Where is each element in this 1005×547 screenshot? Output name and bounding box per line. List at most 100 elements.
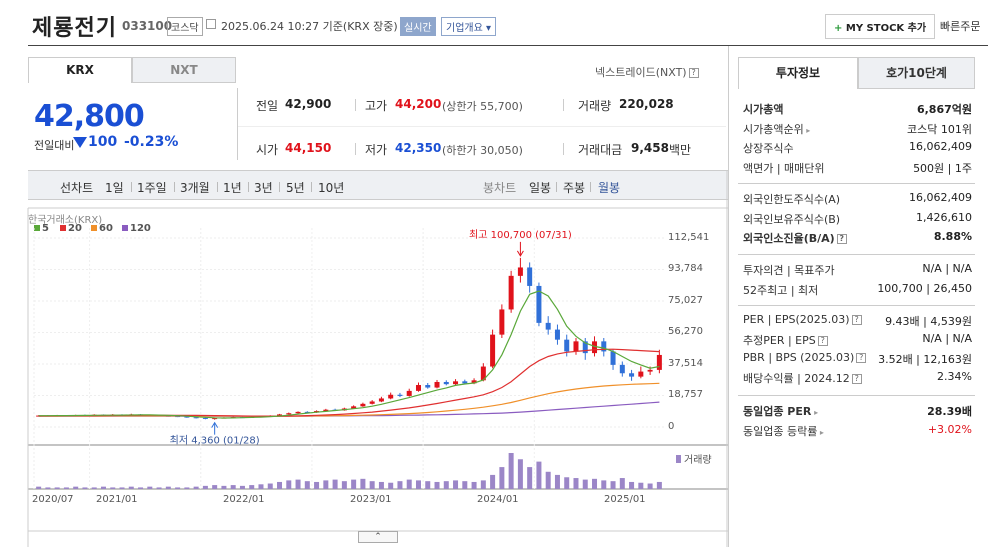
info-value: 코스닥 101위 (907, 122, 972, 136)
info-label-text: 배당수익률 | 2024.12 (743, 372, 850, 385)
nxt-help-link[interactable]: 넥스트레이드(NXT)? (595, 64, 699, 80)
volume-bar (82, 487, 88, 489)
period-1w[interactable]: 1주일 (137, 181, 167, 195)
mystock-label: MY STOCK 추가 (845, 23, 927, 34)
candle-chart-button[interactable]: 봉차트 (483, 181, 517, 195)
candle-body (184, 416, 190, 418)
info-label[interactable]: 동일업종 등락률 ▸ (743, 423, 824, 439)
header-divider (28, 45, 988, 46)
info-label[interactable]: 추정PER | EPS? (743, 332, 828, 348)
nxt-note-label: 넥스트레이드(NXT) (595, 66, 687, 79)
mystock-add-button[interactable]: + MY STOCK 추가 (825, 14, 936, 39)
help-icon: ? (836, 234, 847, 244)
info-value: 28.39배 (927, 405, 972, 418)
info-label[interactable]: 배당수익률 | 2024.12? (743, 370, 862, 386)
period-3m[interactable]: 3개월 (180, 181, 210, 195)
info-label-text: 추정PER | EPS (743, 334, 816, 347)
info-value: 16,062,409 (909, 191, 972, 204)
volume-bar (610, 481, 616, 489)
candle-body (527, 267, 533, 286)
info-label-text: 시가총액 (743, 103, 784, 116)
stat-sep (355, 99, 356, 111)
volume-bar (332, 479, 338, 489)
info-label-text: 동일업종 PER (743, 405, 812, 418)
x-tick: 2023/01 (350, 494, 392, 505)
period-1y[interactable]: 1년 (223, 181, 242, 195)
x-tick: 2020/07 (32, 494, 74, 505)
volume-value: 220,028 (619, 97, 674, 111)
candle-body (360, 403, 366, 407)
stock-name: 제룡전기 (32, 16, 117, 41)
calendar-icon (206, 19, 216, 29)
tab-order-book[interactable]: 호가10단계 (858, 57, 975, 89)
investment-info-panel (728, 46, 1005, 547)
info-label[interactable]: 외국인소진율(B/A)? (743, 230, 847, 246)
volume-bar (545, 471, 551, 489)
period-3y[interactable]: 3년 (254, 181, 273, 195)
volume-bar (193, 486, 199, 489)
volume-bar (499, 467, 505, 489)
x-tick: 2025/01 (604, 494, 646, 505)
candle-body (536, 285, 542, 323)
volume-bar (295, 479, 301, 489)
legend-swatch (34, 225, 40, 231)
info-value: 2.34% (937, 370, 972, 383)
volume-bar (119, 487, 125, 489)
tab-krx[interactable]: KRX (28, 57, 132, 83)
volume-legend-swatch (676, 455, 681, 463)
candle-body (564, 339, 570, 352)
candle-monthly[interactable]: 월봉 (598, 181, 621, 195)
toolbar-sep (279, 182, 280, 192)
volume-bar (138, 487, 144, 489)
info-label[interactable]: PER | EPS(2025.03)? (743, 313, 862, 326)
candle-body (434, 381, 440, 388)
info-label-text: 동일업종 등락률 (743, 425, 818, 438)
legend-ma60: 60 (91, 223, 113, 234)
change-label: 전일대비 (34, 139, 75, 152)
candle-body (601, 341, 607, 352)
plus-icon: + (834, 23, 843, 34)
volume-bar (156, 487, 162, 489)
candle-body (573, 341, 579, 352)
chart-collapse-button[interactable]: ⌃ (358, 531, 398, 543)
tab-investment-info[interactable]: 투자정보 (738, 57, 858, 89)
info-label[interactable]: 동일업종 PER ▸ (743, 403, 818, 419)
volume-bar (573, 478, 579, 489)
company-info-button[interactable]: 기업개요 ▾ (441, 17, 497, 36)
line-chart-button[interactable]: 선차트 (60, 181, 94, 195)
quick-order-link[interactable]: 빠른주문 (940, 20, 981, 33)
tab-nxt[interactable]: NXT (132, 57, 236, 83)
info-label-text: PER | EPS(2025.03) (743, 313, 850, 326)
info-value: 16,062,409 (909, 140, 972, 153)
toolbar-sep (131, 182, 132, 192)
x-tick: 2024/01 (477, 494, 519, 505)
volume-bar (267, 483, 273, 489)
y-tick: 75,027 (668, 295, 703, 306)
info-label[interactable]: 시가총액순위 ▸ (743, 121, 810, 137)
volume-bar (239, 485, 245, 489)
price-chart[interactable]: 최고 100,700 (07/31) 최저 4,360 (01/28) 거래량 (0, 0, 728, 547)
volume-bar (369, 481, 375, 489)
candle-weekly[interactable]: 주봉 (563, 181, 586, 195)
candle-body (202, 417, 208, 419)
info-label-text: 시가총액순위 (743, 122, 804, 136)
amount-unit: 백만 (669, 143, 692, 157)
candle-body (610, 351, 616, 365)
quote-datetime: 2025.06.24 10:27 기준(KRX 장중) (221, 20, 398, 33)
chart-source: 한국거래소(KRX) (28, 215, 103, 226)
info-label: 액면가 | 매매단위 (743, 160, 825, 176)
stat-sep (563, 143, 564, 155)
info-value: 100,700 | 26,450 (877, 282, 972, 295)
period-5y[interactable]: 5년 (286, 181, 305, 195)
info-label[interactable]: PBR | BPS (2025.03)? (743, 351, 867, 364)
candle-daily[interactable]: 일봉 (529, 181, 552, 195)
chevron-right-icon: ▸ (803, 125, 811, 135)
info-value: N/A | N/A (922, 332, 972, 345)
legend-ma5: 5 (34, 223, 49, 234)
candle-body (351, 406, 357, 409)
info-label: 시가총액 (743, 101, 783, 117)
candle-body (193, 417, 199, 419)
period-1d[interactable]: 1일 (105, 181, 124, 195)
candle-body (508, 275, 514, 310)
period-10y[interactable]: 10년 (318, 181, 345, 195)
